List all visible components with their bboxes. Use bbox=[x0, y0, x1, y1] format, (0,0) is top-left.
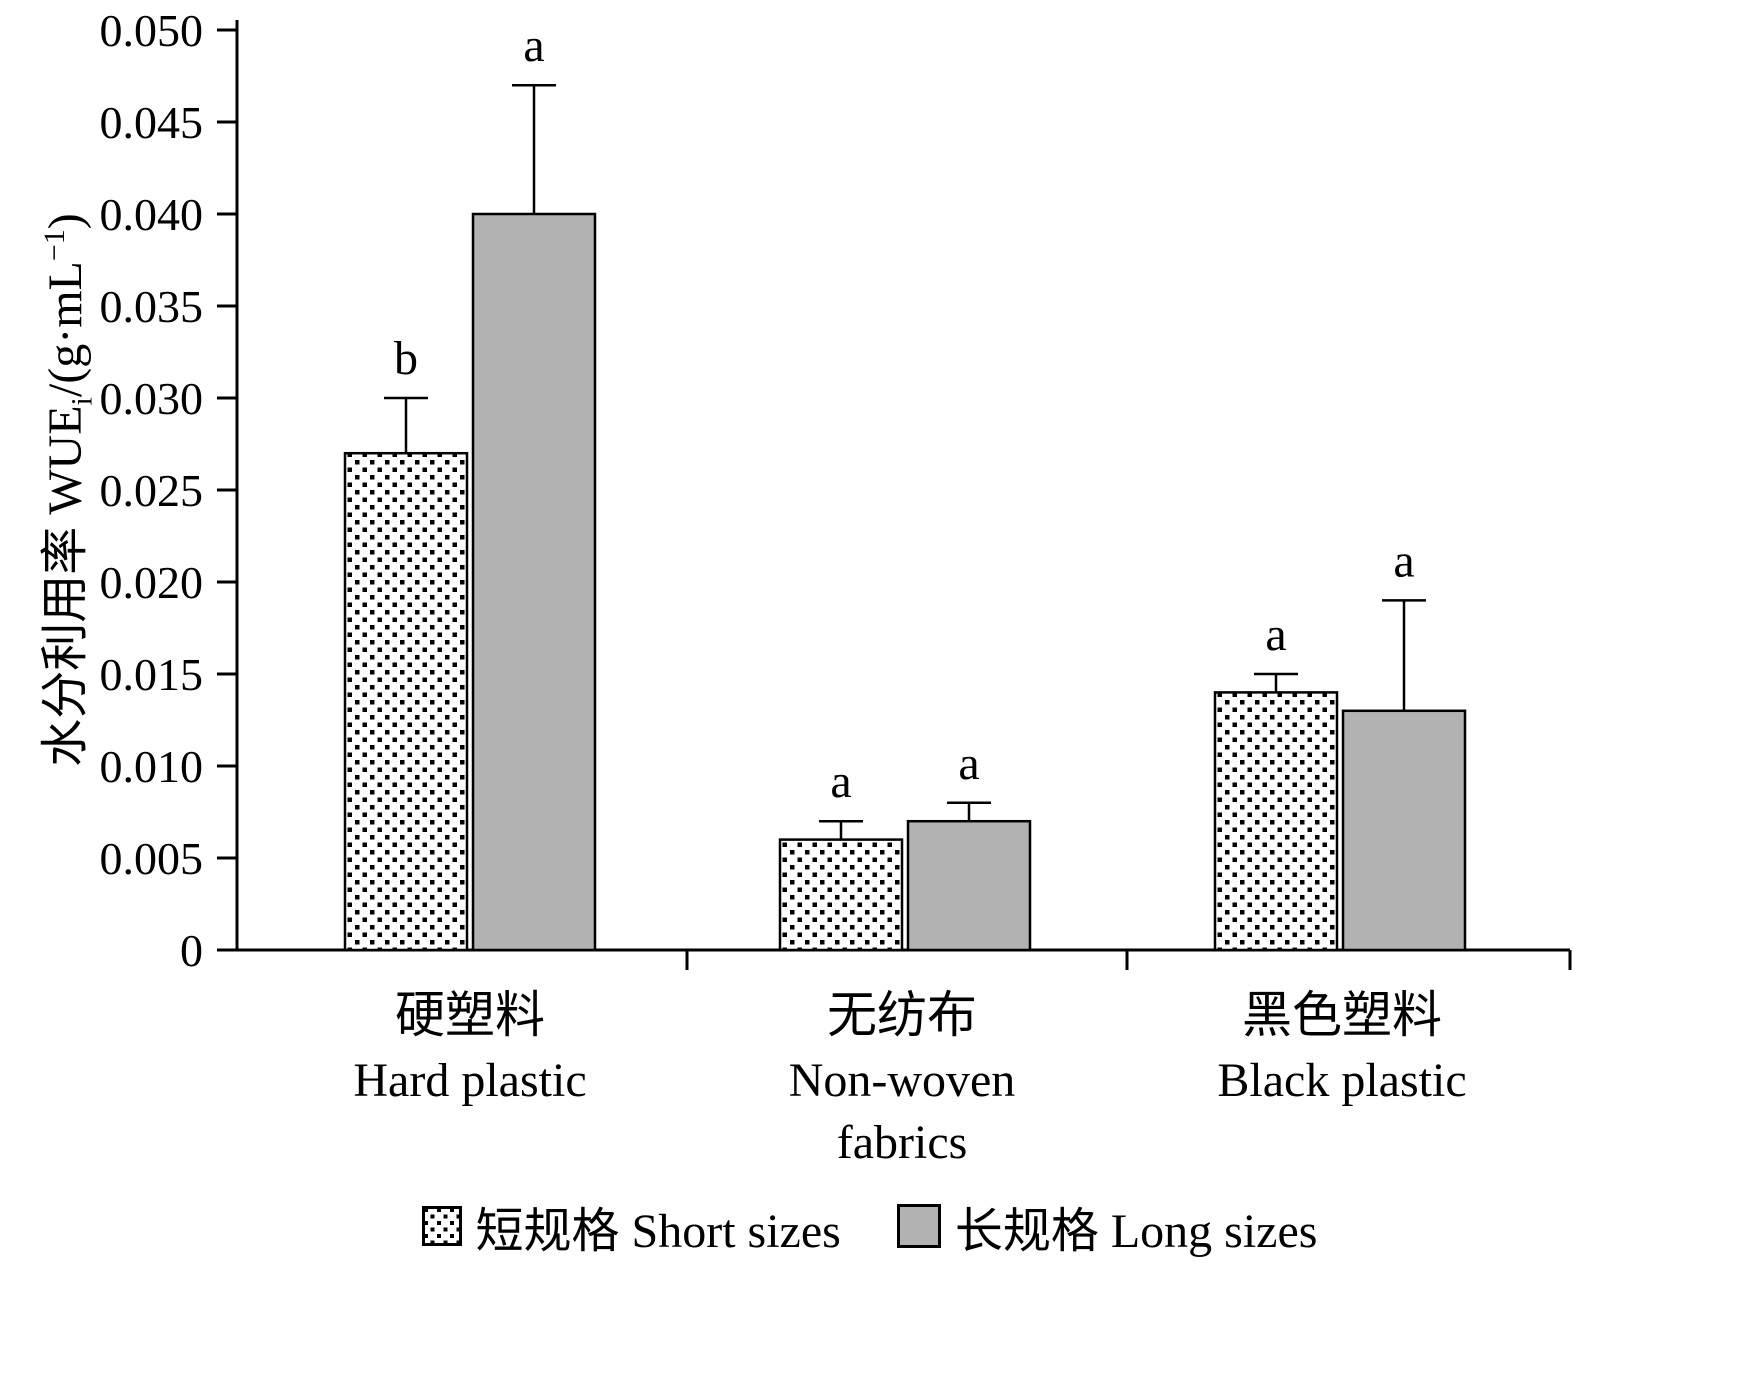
legend-label-short-sizes: 短规格 Short sizes bbox=[475, 1205, 841, 1258]
sig-letter: a bbox=[958, 737, 979, 790]
y-axis-title: 水分利用率 WUEi/(g·mL−1) bbox=[23, 10, 99, 970]
y-axis-title-sup: −1 bbox=[38, 229, 71, 262]
y-tick-label: 0.050 bbox=[100, 5, 204, 56]
x-category-zh: 无纺布 bbox=[827, 987, 977, 1043]
y-tick-label: 0.020 bbox=[100, 557, 204, 608]
y-tick-label: 0.045 bbox=[100, 97, 204, 148]
x-category-zh: 黑色塑料 bbox=[1242, 987, 1442, 1043]
x-category-en: fabrics bbox=[837, 1116, 968, 1169]
x-category-en: Non-woven bbox=[789, 1054, 1016, 1107]
legend-label-long-sizes: 长规格 Long sizes bbox=[954, 1205, 1318, 1258]
bar-long-0 bbox=[471, 212, 597, 952]
x-category-zh: 硬塑料 bbox=[395, 987, 545, 1043]
y-tick-label: 0.010 bbox=[100, 741, 204, 792]
bar-short-2 bbox=[1213, 691, 1339, 952]
legend: 短规格 Short sizes 长规格 Long sizes bbox=[0, 1188, 1739, 1264]
chart-svg: 0 0.005 0.010 0.015 0.020 0.025 0.030 0.035 0.04… bbox=[100, 5, 1572, 1169]
legend-swatch-dotted bbox=[421, 1206, 462, 1246]
sig-letter: a bbox=[1393, 534, 1414, 587]
y-tick-label: 0.035 bbox=[100, 281, 204, 332]
bar-short-0 bbox=[343, 451, 469, 952]
sig-letter: a bbox=[523, 19, 544, 72]
y-axis-title-unit-open: /(g·mL bbox=[39, 261, 92, 398]
bar-short-1 bbox=[778, 838, 904, 952]
sig-letter: b bbox=[394, 332, 418, 385]
y-tick-label: 0.015 bbox=[100, 649, 204, 700]
y-axis-title-main: WUE bbox=[39, 405, 92, 527]
x-category-en: Hard plastic bbox=[353, 1054, 586, 1107]
y-tick-label: 0.030 bbox=[100, 373, 204, 424]
y-tick-label: 0.025 bbox=[100, 465, 204, 516]
y-tick-label: 0.040 bbox=[100, 189, 204, 240]
y-axis-title-sub: i bbox=[65, 397, 99, 406]
legend-item-short-sizes: 短规格 Short sizes bbox=[421, 1191, 841, 1261]
legend-item-long-sizes: 长规格 Long sizes bbox=[896, 1191, 1318, 1261]
bar-long-1 bbox=[906, 819, 1032, 952]
y-tick-label: 0 bbox=[180, 925, 203, 976]
sig-letter: a bbox=[830, 755, 851, 808]
y-axis-title-unit-close: ) bbox=[39, 213, 92, 230]
legend-swatch-gray bbox=[896, 1204, 941, 1248]
y-axis-title-zh: 水分利用率 bbox=[39, 526, 92, 767]
bar-long-2 bbox=[1341, 709, 1467, 952]
x-category-en: Black plastic bbox=[1217, 1054, 1466, 1107]
sig-letter: a bbox=[1265, 608, 1286, 661]
y-tick-label: 0.005 bbox=[100, 833, 204, 884]
